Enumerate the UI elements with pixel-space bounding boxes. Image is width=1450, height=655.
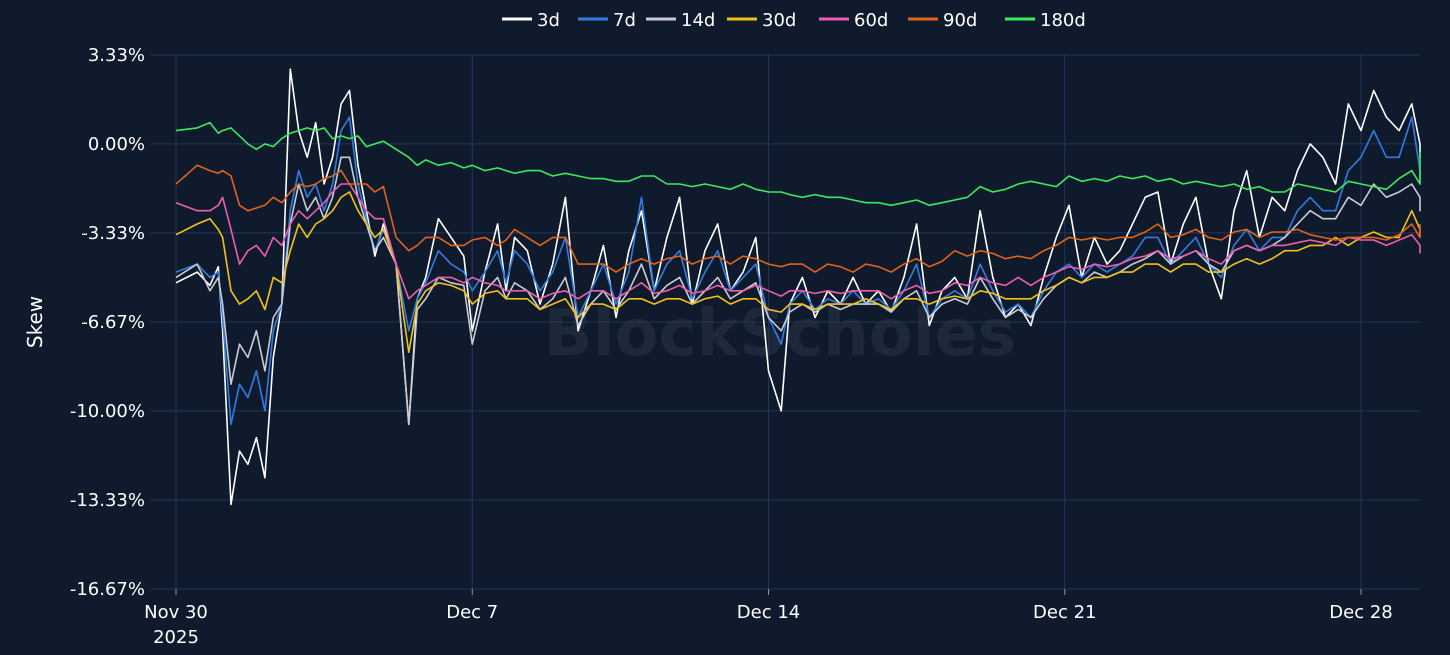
legend[interactable]: 3d 7d 14d 30d 60d 90d 180d xyxy=(502,10,1086,31)
y-axis: 3.33% 0.00% -3.33% -6.67% -10.00% -13.33% -16.… xyxy=(70,45,145,600)
x-tick-label: Dec 21 xyxy=(1033,602,1096,623)
series-line-180d xyxy=(175,121,1421,207)
legend-item-3d[interactable]: 3d xyxy=(502,10,560,31)
x-tick-sublabel: 2025 xyxy=(153,627,199,648)
x-tick-label: Dec 7 xyxy=(446,602,498,623)
y-tick-label: 0.00% xyxy=(88,134,145,155)
y-axis-title: Skew xyxy=(23,296,47,348)
legend-label: 90d xyxy=(943,10,977,31)
series-line-14d xyxy=(175,156,1421,426)
legend-label: 30d xyxy=(762,10,796,31)
legend-item-30d[interactable]: 30d xyxy=(727,10,796,31)
y-tick-label: -13.33% xyxy=(70,490,145,511)
series-line-7d xyxy=(175,116,1421,426)
legend-label: 14d xyxy=(681,10,715,31)
legend-label: 180d xyxy=(1040,10,1086,31)
legend-label: 3d xyxy=(537,10,560,31)
series-layer xyxy=(175,68,1421,506)
legend-label: 7d xyxy=(613,10,636,31)
series-line-30d xyxy=(175,191,1421,353)
legend-label: 60d xyxy=(854,10,888,31)
y-tick-label: -3.33% xyxy=(81,223,145,244)
x-tick-label: Dec 14 xyxy=(737,602,800,623)
legend-item-7d[interactable]: 7d xyxy=(578,10,636,31)
y-tick-label: 3.33% xyxy=(88,45,145,66)
legend-item-14d[interactable]: 14d xyxy=(646,10,715,31)
legend-item-60d[interactable]: 60d xyxy=(819,10,888,31)
y-tick-label: -16.67% xyxy=(70,579,145,600)
x-axis: Nov 30 2025 Dec 7 Dec 14 Dec 21 Dec 28 xyxy=(144,589,1393,648)
y-tick-label: -6.67% xyxy=(81,312,145,333)
x-tick-label: Dec 28 xyxy=(1329,602,1392,623)
x-tick-label: Nov 30 xyxy=(144,602,208,623)
legend-item-180d[interactable]: 180d xyxy=(1005,10,1086,31)
grid-layer xyxy=(150,54,1420,590)
y-tick-label: -10.00% xyxy=(70,401,145,422)
series-line-60d xyxy=(175,183,1421,300)
series-line-90d xyxy=(175,164,1421,273)
legend-item-90d[interactable]: 90d xyxy=(908,10,977,31)
